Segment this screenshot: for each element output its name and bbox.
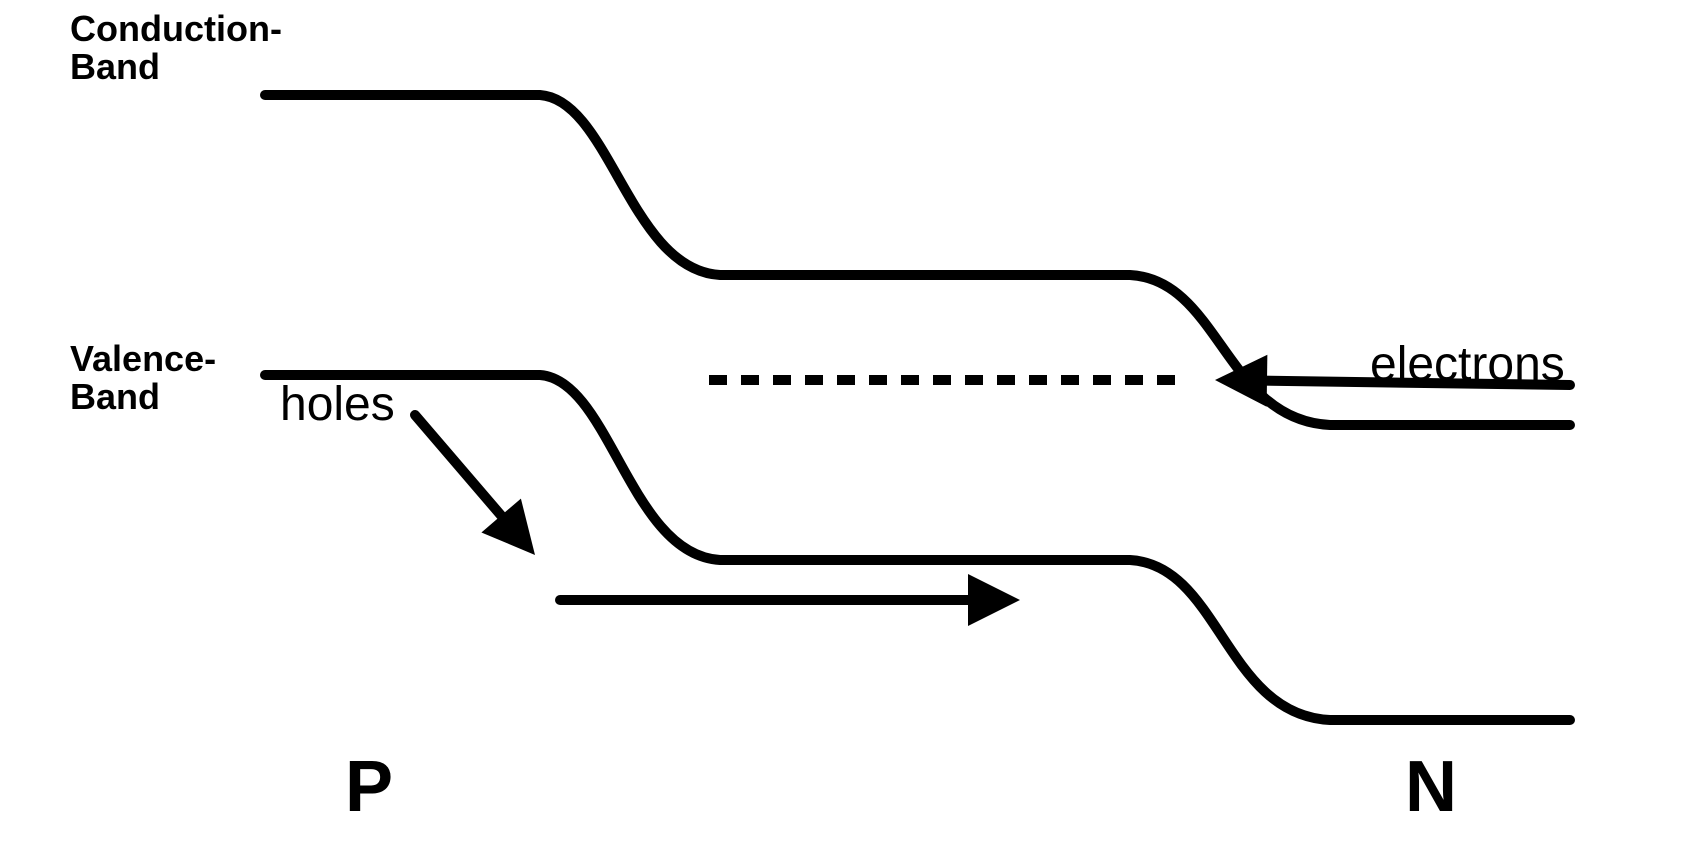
holes-label: holes <box>280 380 395 430</box>
p-region-label: P <box>345 750 393 826</box>
n-region-label: N <box>1405 750 1457 826</box>
valence-band-label: Valence- Band <box>70 340 216 416</box>
pn-junction-band-diagram: Conduction- Band Valence- Band holes ele… <box>0 0 1687 852</box>
conduction-band-label: Conduction- Band <box>70 10 282 86</box>
electrons-label: electrons <box>1370 340 1565 390</box>
band-diagram-svg <box>0 0 1687 852</box>
holes-pointer-line <box>415 415 511 527</box>
